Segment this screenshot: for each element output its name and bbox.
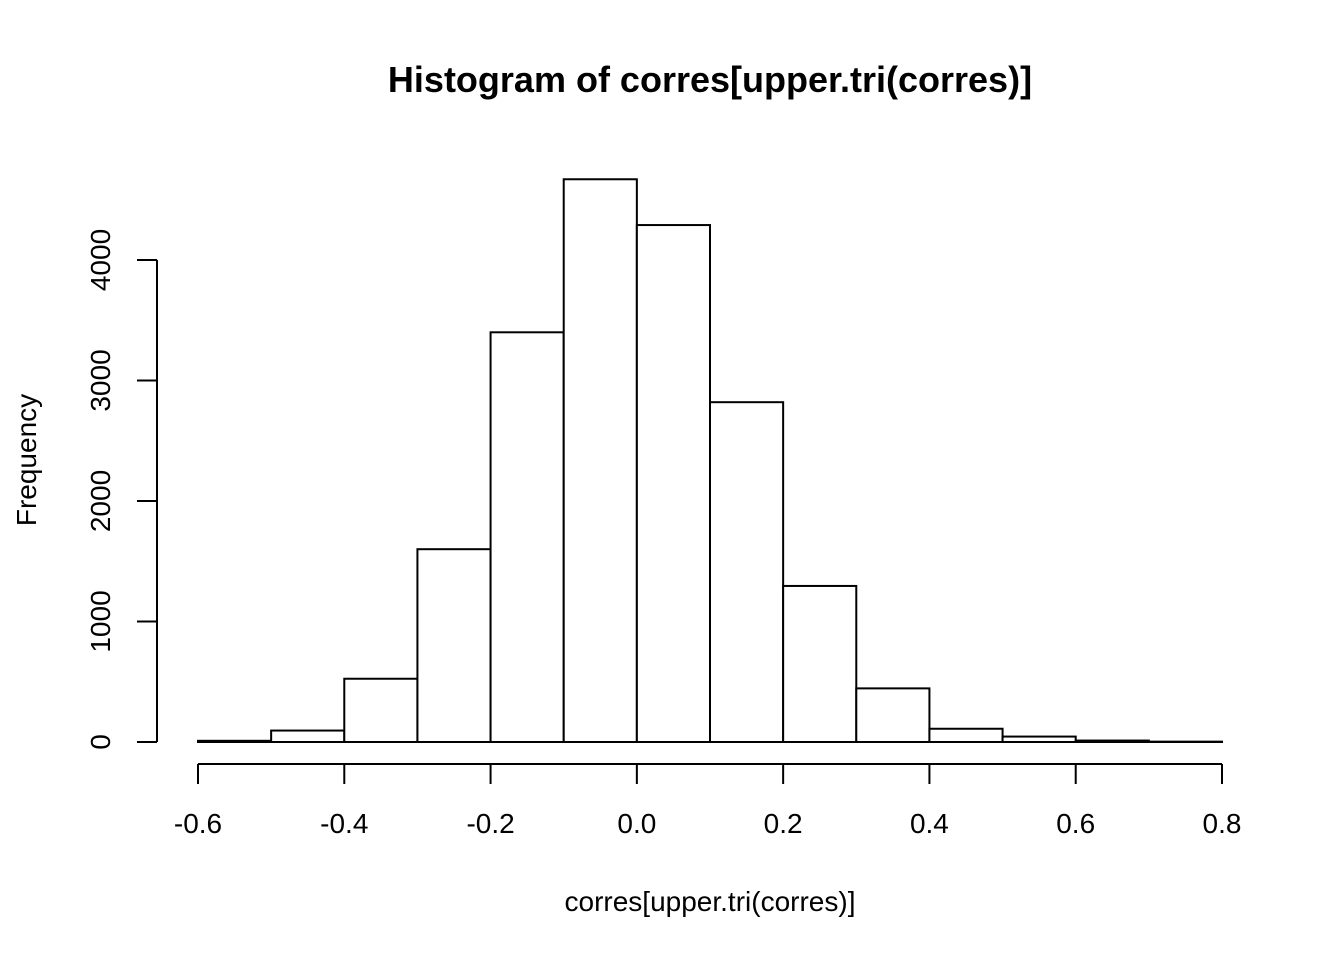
x-tick-label: 0.4 — [910, 808, 949, 839]
x-axis: -0.6 -0.4 -0.2 0.0 0.2 0.4 0.6 0.8 — [174, 763, 1242, 839]
x-axis-label: corres[upper.tri(corres)] — [565, 886, 856, 917]
x-tick-label: 0.0 — [617, 808, 656, 839]
histogram-bars — [197, 178, 1224, 744]
x-tick-label: -0.6 — [174, 808, 222, 839]
x-tick-label: -0.4 — [320, 808, 368, 839]
histogram-bar — [709, 401, 785, 743]
y-tick-label: 2000 — [85, 470, 116, 532]
x-tick-label: 0.6 — [1056, 808, 1095, 839]
y-tick-label: 4000 — [85, 229, 116, 291]
histogram-bar — [562, 178, 638, 743]
chart-title: Histogram of corres[upper.tri(corres)] — [388, 59, 1032, 100]
y-axis: 0 1000 2000 3000 4000 — [85, 229, 158, 750]
histogram-bar — [416, 548, 492, 744]
histogram-bar — [489, 331, 565, 743]
y-tick-label: 0 — [85, 734, 116, 750]
x-tick-label: 0.2 — [764, 808, 803, 839]
y-axis-label: Frequency — [11, 394, 42, 526]
y-tick-label: 1000 — [85, 590, 116, 652]
histogram-bar — [782, 584, 858, 744]
x-tick-label: 0.8 — [1203, 808, 1242, 839]
x-tick-label: -0.2 — [466, 808, 514, 839]
y-tick-label: 3000 — [85, 349, 116, 411]
histogram-bar — [855, 687, 931, 744]
histogram-bar — [928, 727, 1004, 743]
histogram-bar — [343, 677, 419, 743]
histogram-bar — [270, 729, 346, 743]
histogram-bar — [635, 224, 711, 743]
